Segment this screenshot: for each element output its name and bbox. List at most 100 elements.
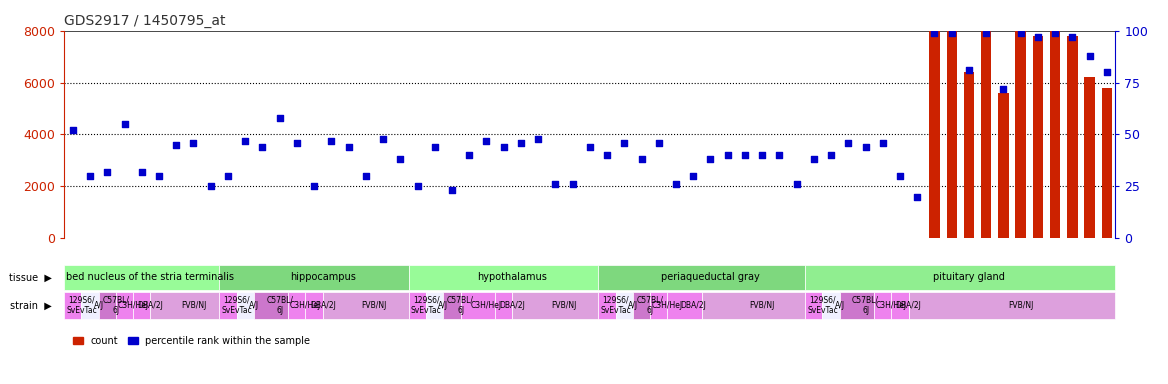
Bar [1015,31,1026,238]
Text: A/J: A/J [249,301,259,310]
Legend: count, percentile rank within the sample: count, percentile rank within the sample [69,332,314,350]
Bar [444,292,460,319]
Point [356,173,375,179]
Text: C3H/HeJ: C3H/HeJ [876,301,908,310]
Bar [999,93,1009,238]
Point [167,142,186,148]
Bar [1033,36,1043,238]
Bar [1101,88,1112,238]
Point [460,152,479,158]
Bar [651,292,667,319]
Text: A/J: A/J [835,301,844,310]
Point [649,140,668,146]
Bar [513,292,598,319]
Text: C3H/HeJ: C3H/HeJ [471,301,502,310]
Point [201,183,220,189]
Bar [151,292,220,319]
Bar [116,292,133,319]
Point [1098,69,1117,75]
Text: DBA/2J: DBA/2J [138,301,164,310]
Text: 129S6/
SvEvTac: 129S6/ SvEvTac [807,296,837,315]
Text: A/J: A/J [628,301,638,310]
Point [339,144,357,150]
Text: 129S6/
SvEvTac: 129S6/ SvEvTac [600,296,631,315]
Bar [220,292,237,319]
Text: bed nucleus of the stria terminalis: bed nucleus of the stria terminalis [67,272,235,283]
Bar [409,265,598,290]
Bar [616,292,633,319]
Point [632,156,651,162]
Point [874,140,892,146]
Point [736,152,755,158]
Point [63,127,82,133]
Point [856,144,875,150]
Point [805,156,823,162]
Bar [99,292,116,319]
Point [770,152,788,158]
Point [116,121,134,127]
Point [132,169,151,175]
Bar [805,292,822,319]
Point [943,30,961,36]
Bar [822,292,840,319]
Point [701,156,719,162]
Text: GDS2917 / 1450795_at: GDS2917 / 1450795_at [64,14,225,28]
Text: DBA/2J: DBA/2J [896,301,922,310]
Bar [840,292,874,319]
Text: C57BL/
6J: C57BL/ 6J [266,296,293,315]
Text: C57BL/
6J: C57BL/ 6J [853,296,880,315]
Text: C57BL/
6J: C57BL/ 6J [447,296,474,315]
Point [150,173,168,179]
Text: 129S6/
SvEvTac: 129S6/ SvEvTac [411,296,442,315]
Text: DBA/2J: DBA/2J [680,301,707,310]
Point [891,173,910,179]
Bar [64,265,220,290]
Text: DBA/2J: DBA/2J [310,301,335,310]
Point [529,136,548,142]
Point [925,30,944,36]
Text: 129S6/
SvEvTac: 129S6/ SvEvTac [67,296,97,315]
Point [960,67,979,73]
Point [322,137,341,144]
Text: tissue  ▶: tissue ▶ [9,272,53,283]
Text: hypothalamus: hypothalamus [478,272,548,283]
Point [477,137,495,144]
Point [512,140,530,146]
Point [718,152,737,158]
Text: FVB/NJ: FVB/NJ [1008,301,1034,310]
Bar [82,292,99,319]
Point [839,140,857,146]
Text: FVB/NJ: FVB/NJ [362,301,387,310]
Bar [306,292,322,319]
Point [305,183,324,189]
Bar [930,31,940,238]
Text: strain  ▶: strain ▶ [11,301,53,311]
Point [81,173,99,179]
Point [253,144,272,150]
Point [218,173,237,179]
Point [391,156,410,162]
Text: A/J: A/J [438,301,449,310]
Point [908,194,926,200]
Bar [598,292,616,319]
Point [563,181,582,187]
Point [185,140,203,146]
Bar [598,265,805,290]
Point [443,187,461,194]
Point [822,152,841,158]
Point [580,144,599,150]
Text: pituitary gland: pituitary gland [933,272,1004,283]
Text: A/J: A/J [93,301,104,310]
Bar [805,265,1115,290]
Bar [426,292,444,319]
Bar [64,292,82,319]
Point [684,173,703,179]
Bar [874,292,891,319]
Bar [702,292,805,319]
Bar [909,292,1115,319]
Point [408,183,426,189]
Text: C3H/HeJ: C3H/HeJ [118,301,148,310]
Point [236,137,255,144]
Bar [891,292,909,319]
Text: 129S6/
SvEvTac: 129S6/ SvEvTac [221,296,252,315]
